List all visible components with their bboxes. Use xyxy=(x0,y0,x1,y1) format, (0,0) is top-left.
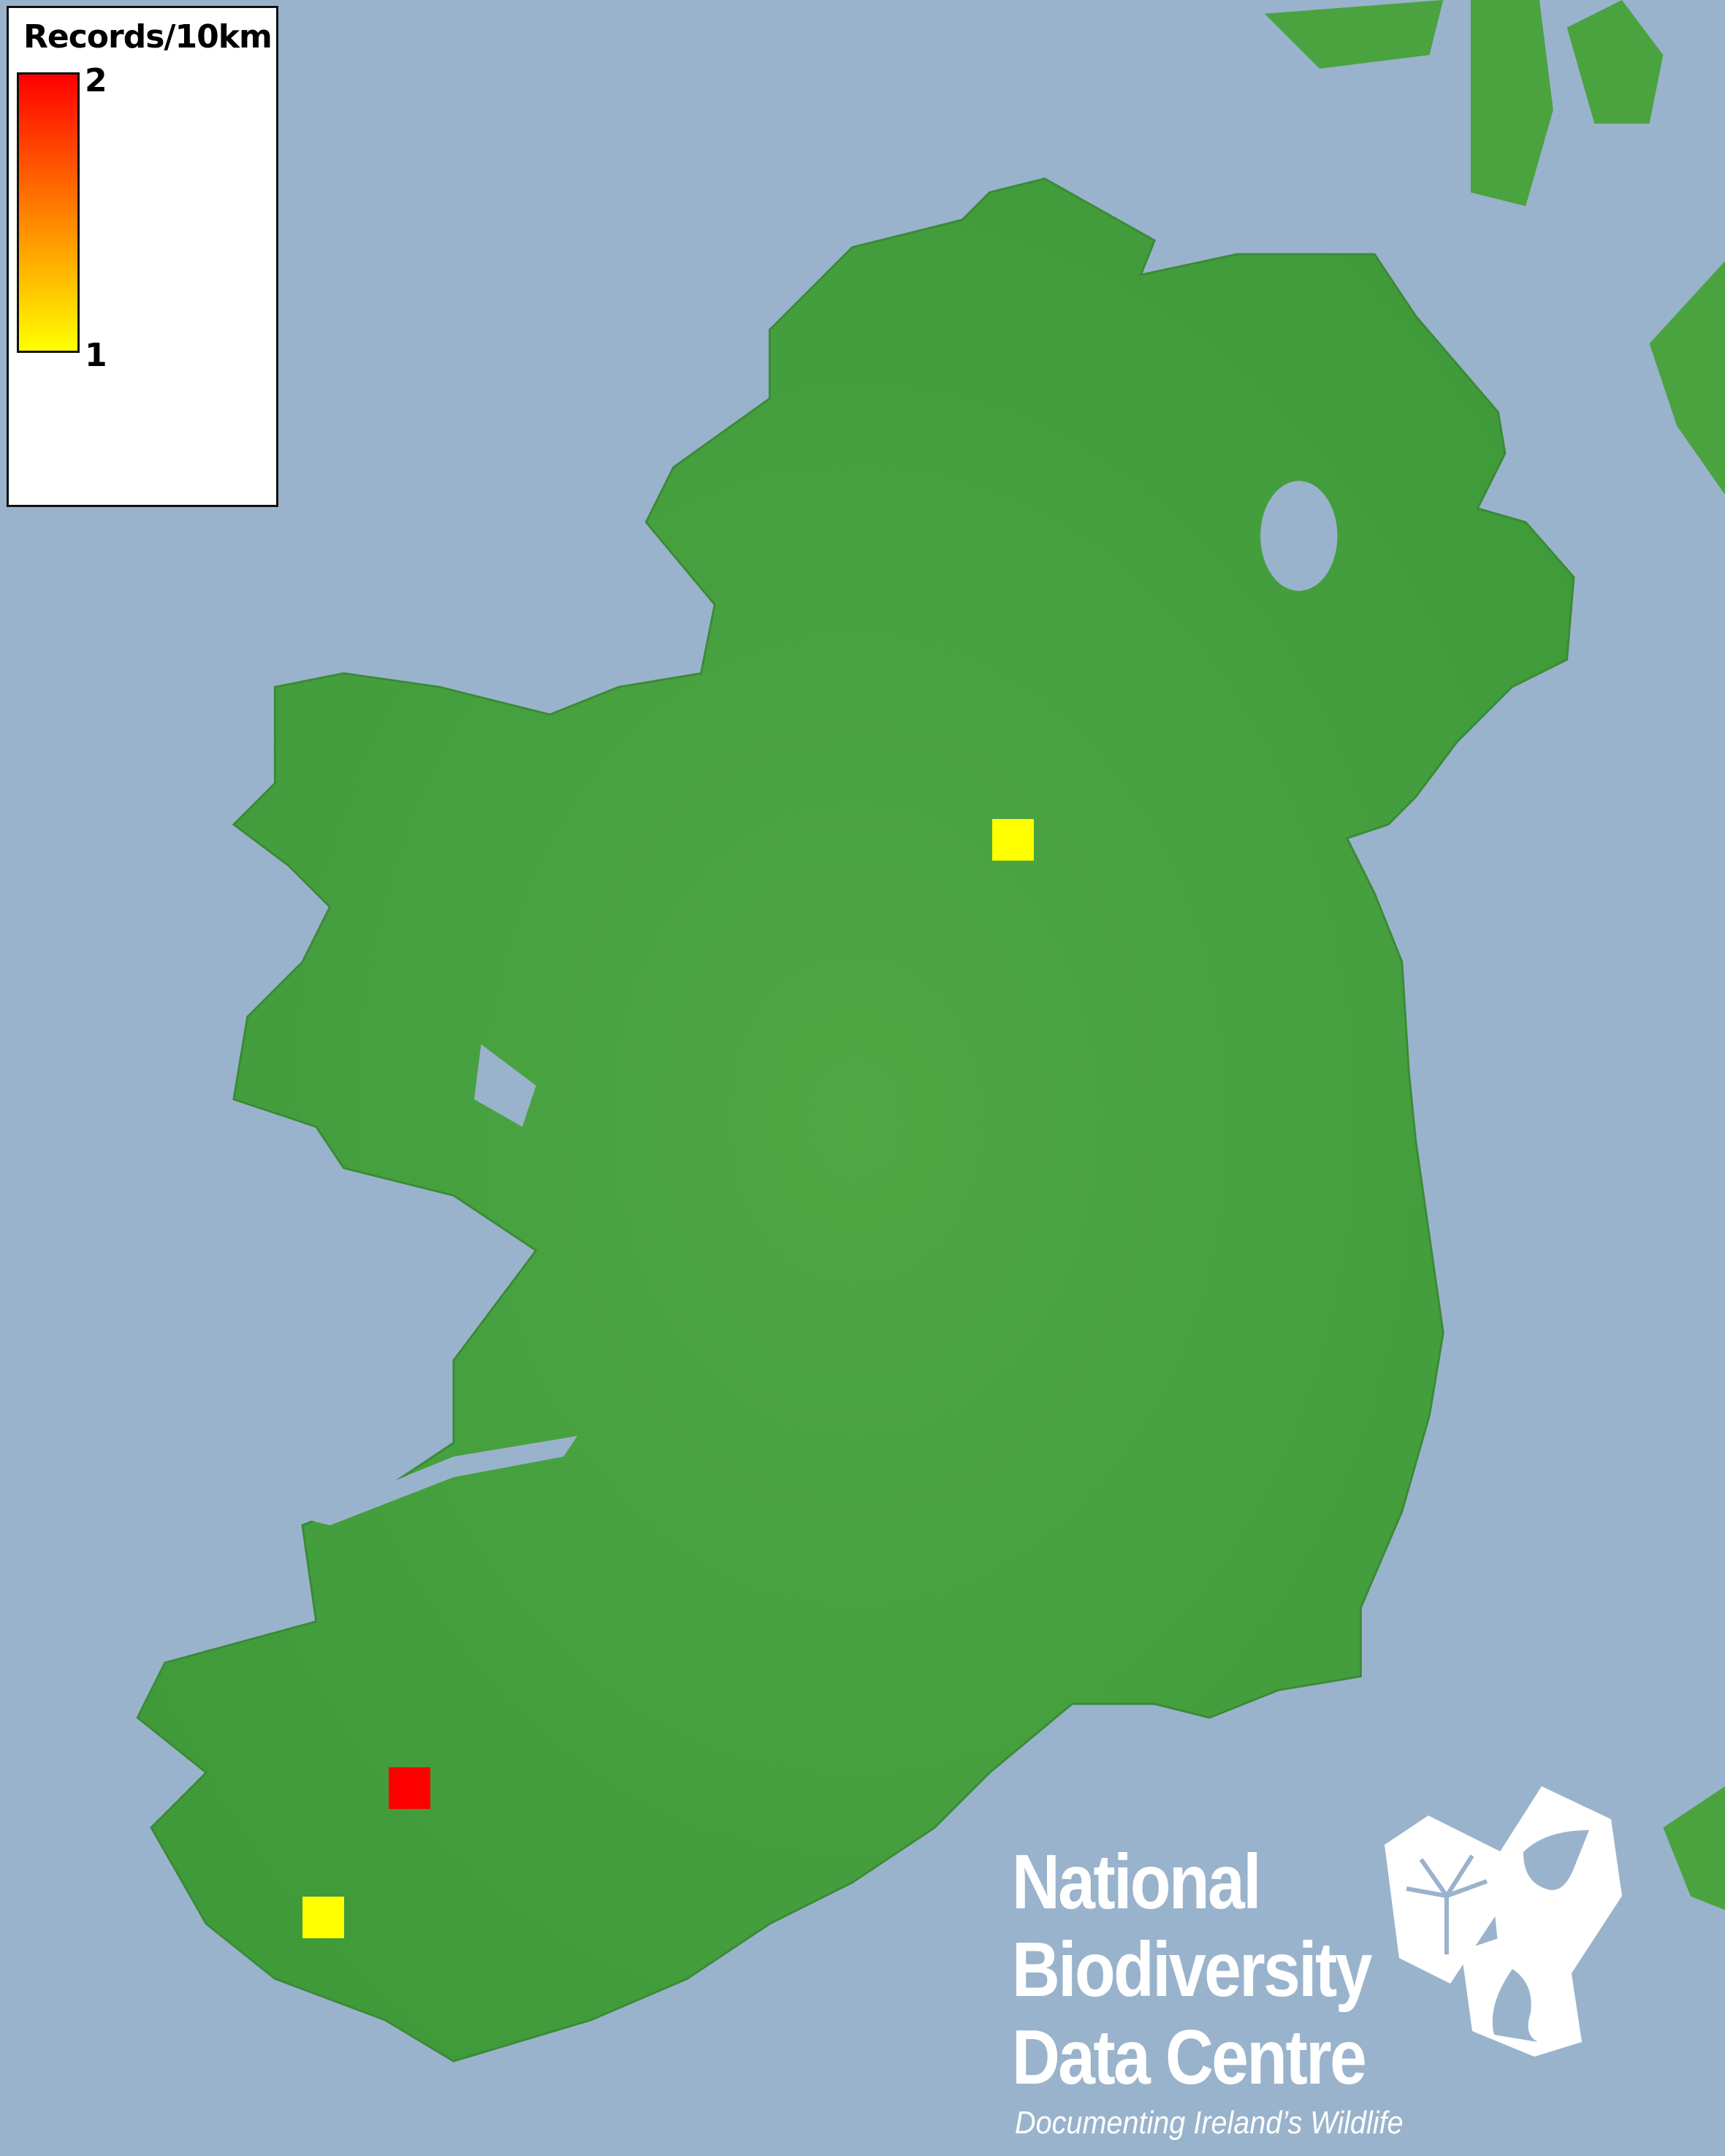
lough-corrib xyxy=(474,1044,536,1127)
legend-min-label: 1 xyxy=(85,337,107,374)
logo-line-1: National xyxy=(1012,1839,1262,1925)
legend: Records/10km 2 1 xyxy=(7,6,278,507)
lough-neagh xyxy=(1260,481,1338,591)
shannon-estuary xyxy=(302,1436,578,1525)
ireland-landmass xyxy=(136,178,1575,2062)
hexagon-emblem-icon xyxy=(1385,1786,1622,2057)
record-cell[interactable] xyxy=(992,819,1034,861)
logo-tagline: Documenting Ireland’s Wildlife xyxy=(1015,2105,1404,2141)
legend-color-ramp xyxy=(17,72,80,353)
nbdc-logo: National Biodiversity Data Centre Docume… xyxy=(1012,1761,1640,2148)
record-cell[interactable] xyxy=(389,1767,430,1809)
record-cell[interactable] xyxy=(302,1897,344,1938)
legend-title: Records/10km xyxy=(23,18,273,56)
logo-line-3: Data Centre xyxy=(1012,2014,1367,2100)
logo-line-2: Biodiversity xyxy=(1012,1927,1372,2013)
legend-max-label: 2 xyxy=(85,62,107,99)
